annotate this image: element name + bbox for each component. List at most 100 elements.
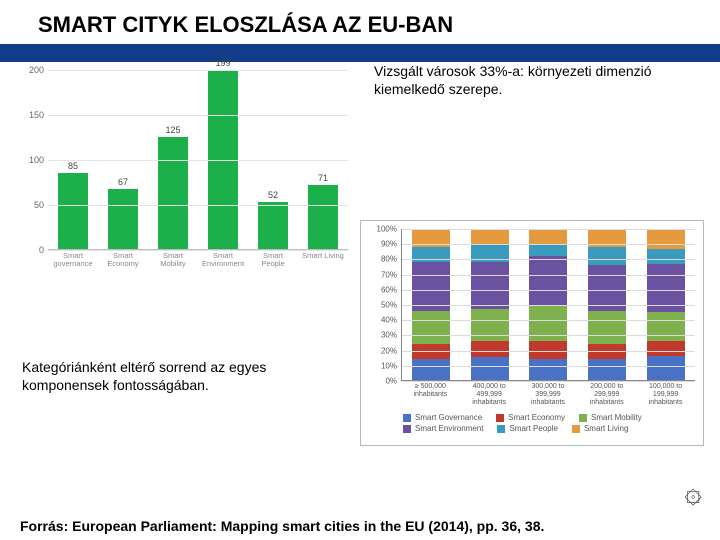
- stack-segment: [471, 229, 509, 244]
- stack-x-tick-label: 400,000 to 499,999 inhabitants: [464, 383, 514, 407]
- stack-segment: [529, 256, 567, 306]
- stack-y-tick-label: 50%: [365, 301, 397, 310]
- bar: [258, 202, 288, 249]
- bar-y-tick-label: 200: [20, 65, 44, 75]
- stack-legend: Smart Governance Smart Economy Smart Mobil…: [403, 413, 693, 433]
- stack-y-tick-label: 20%: [365, 346, 397, 355]
- caption-left: Kategóriánként eltérő sorrend az egyes k…: [22, 358, 332, 394]
- legend-swatch: [572, 425, 580, 433]
- slide: SMART CITYK ELOSZLÁSA AZ EU-BAN 85671251…: [0, 0, 720, 540]
- stack-segment: [588, 311, 626, 344]
- legend-swatch: [403, 425, 411, 433]
- stack-gridline: [402, 320, 695, 321]
- stack-chart-frame: ≥ 500,000 inhabitants 400,000 to 499,999 …: [360, 220, 704, 446]
- legend-swatch: [579, 414, 587, 422]
- stack-segment: [529, 359, 567, 380]
- stack-segment: [588, 247, 626, 265]
- stack-segment: [588, 359, 626, 380]
- corner-logo-icon: ۞: [684, 475, 702, 510]
- bar-chart: 85671251995271 Smart governanceSmart Eco…: [20, 70, 350, 270]
- bar-x-tick-label: Smart Living: [301, 252, 345, 269]
- stack-x-tick-label: 300,000 to 399,999 inhabitants: [523, 383, 573, 407]
- legend-label: Smart Environment: [415, 424, 483, 433]
- stack-y-tick-label: 30%: [365, 331, 397, 340]
- stack-segment: [529, 229, 567, 244]
- stack-segment: [647, 341, 685, 356]
- stack-gridline: [402, 259, 695, 260]
- legend-swatch: [496, 414, 504, 422]
- bar-group: 71: [301, 173, 345, 249]
- stack-segment: [471, 262, 509, 309]
- stack-segment: [412, 311, 450, 344]
- legend-label: Smart Living: [584, 424, 628, 433]
- caption-right: Vizsgált városok 33%-a: környezeti dimen…: [374, 62, 684, 98]
- legend-label: Smart People: [509, 424, 557, 433]
- bar-x-tick-label: Smart Economy: [101, 252, 145, 269]
- stack-x-labels: ≥ 500,000 inhabitants 400,000 to 499,999 …: [401, 383, 695, 407]
- stack-y-tick-label: 40%: [365, 316, 397, 325]
- stack-gridline: [402, 381, 695, 382]
- bar: [158, 137, 188, 250]
- stack-segment: [412, 262, 450, 310]
- bar-x-labels: Smart governance Smart Economy Smart Mobil…: [48, 252, 348, 269]
- bar-plot: 85671251995271: [48, 70, 348, 250]
- legend-item: Smart Governance: [403, 413, 482, 422]
- stack-segment: [471, 341, 509, 358]
- bar-gridline: [48, 70, 348, 71]
- stack-segment: [471, 357, 509, 380]
- legend-item: Smart People: [497, 424, 557, 433]
- legend-label: Smart Governance: [415, 413, 482, 422]
- stack-gridline: [402, 351, 695, 352]
- bar-group: 199: [201, 58, 245, 249]
- legend-swatch: [403, 414, 411, 422]
- stack-x-tick-label: ≥ 500,000 inhabitants: [405, 383, 455, 407]
- stack-y-tick-label: 60%: [365, 285, 397, 294]
- stack-y-tick-label: 80%: [365, 255, 397, 264]
- bar-x-tick-label: Smart governance: [51, 252, 95, 269]
- bar: [308, 185, 338, 249]
- legend-item: Smart Living: [572, 424, 628, 433]
- bar-x-tick-label: Smart People: [251, 252, 295, 269]
- stack-segment: [588, 265, 626, 310]
- bar-value-label: 71: [318, 173, 328, 183]
- stack-gridline: [402, 290, 695, 291]
- legend-item: Smart Environment: [403, 424, 483, 433]
- stack-segment: [529, 244, 567, 256]
- stack-gridline: [402, 335, 695, 336]
- stack-y-tick-label: 0%: [365, 377, 397, 386]
- stack-segment: [647, 249, 685, 264]
- stack-gridline: [402, 244, 695, 245]
- bar-value-label: 199: [215, 58, 230, 68]
- bar-y-tick-label: 100: [20, 155, 44, 165]
- stack-plot: [401, 229, 695, 381]
- bar-x-tick-label: Smart Environment: [201, 252, 245, 269]
- stack-segment: [647, 312, 685, 341]
- stack-y-tick-label: 70%: [365, 270, 397, 279]
- stack-segment: [647, 356, 685, 380]
- stack-y-tick-label: 100%: [365, 225, 397, 234]
- bar-y-tick-label: 150: [20, 110, 44, 120]
- legend-item: Smart Mobility: [579, 413, 642, 422]
- bar-y-tick-label: 50: [20, 200, 44, 210]
- bar-gridline: [48, 205, 348, 206]
- page-title: SMART CITYK ELOSZLÁSA AZ EU-BAN: [0, 0, 720, 44]
- bar-y-tick-label: 0: [20, 245, 44, 255]
- legend-label: Smart Mobility: [591, 413, 642, 422]
- bar-group: 125: [151, 125, 195, 250]
- stack-segment: [647, 229, 685, 249]
- bar-value-label: 67: [118, 177, 128, 187]
- bar: [58, 173, 88, 250]
- legend-swatch: [497, 425, 505, 433]
- stack-gridline: [402, 229, 695, 230]
- bar-x-tick-label: Smart Mobility: [151, 252, 195, 269]
- stack-x-tick-label: 100,000 to 199,999 inhabitants: [641, 383, 691, 407]
- title-band: [0, 44, 720, 62]
- source-citation: Forrás: European Parliament: Mapping sma…: [20, 518, 640, 534]
- bar-group: 67: [101, 177, 145, 249]
- stack-segment: [412, 359, 450, 380]
- stack-y-tick-label: 10%: [365, 361, 397, 370]
- legend-label: Smart Economy: [508, 413, 565, 422]
- bar-group: 52: [251, 190, 295, 249]
- stack-gridline: [402, 275, 695, 276]
- stack-gridline: [402, 366, 695, 367]
